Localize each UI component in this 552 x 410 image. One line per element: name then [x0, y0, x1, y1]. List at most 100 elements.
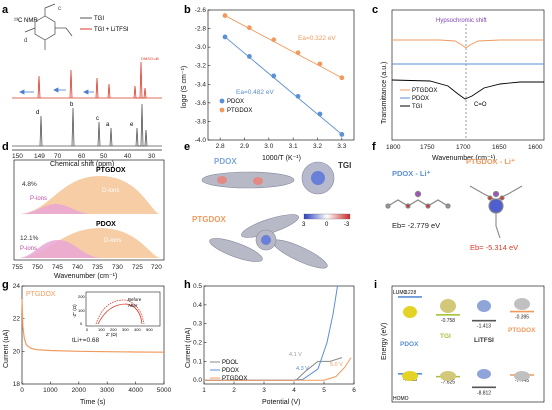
xlabel-d: Wavenumber (cm⁻¹)	[54, 273, 117, 280]
homo-value-tgi: -7.625	[441, 380, 455, 386]
legend-ptgdox-c: PTGDOX	[412, 88, 437, 94]
xtick-d-6: 725	[132, 264, 143, 271]
g-xtick-label-4: 4000	[128, 387, 143, 394]
p-ions-peak-bottom	[20, 240, 100, 258]
p-ions-peak-top	[20, 204, 90, 214]
lumo-value-pdox: 1.228	[404, 290, 417, 296]
point-ptgdox-1	[246, 25, 252, 31]
xtick-d-1: 750	[32, 264, 43, 271]
peak-label-e: e	[130, 122, 134, 128]
xtick-c-4: 1600	[528, 144, 543, 151]
inset-legend-after: After	[128, 303, 138, 308]
solvent-label: DMSO-d6	[141, 56, 160, 61]
b-xtick-label-4: 3.2	[313, 143, 322, 150]
lsv-curve-ptgdox	[204, 357, 352, 381]
inset-ylabel: -Z'' (Ω)	[72, 304, 77, 318]
onset-pdol: 4.1 V	[289, 352, 302, 358]
label-ptgdox-li: PTGDOX - Li⁺	[466, 157, 515, 166]
peak-tag-d-mol: d	[24, 38, 27, 44]
xticks-g: 0 1000 2000 3000 4000 5000	[20, 381, 172, 394]
lsv-curve-pdox	[204, 285, 338, 381]
xtick-a-1: 149	[34, 153, 45, 160]
legend-ptgdox-h: PTGDOX	[222, 376, 247, 382]
b-ytick-label-5: -3.0	[195, 44, 207, 51]
inset-xtick-1: 100	[98, 327, 105, 332]
annotation-hypsochromic: Hypsochromic shift	[436, 18, 487, 24]
cat-label-pdox: PDOX	[400, 341, 419, 348]
cat-label-ptgdox: PTGDOX	[508, 327, 536, 334]
d-ions-label-bottom: D-ions	[104, 238, 121, 244]
label-pdox-e: PDOX	[214, 157, 237, 166]
panel-c: c Hypsochromic shift C=O PTGDOX PDOX TGI…	[372, 4, 545, 162]
xlabel-a: Chemical shift (ppm)	[50, 161, 114, 168]
xtick-a-2: 70	[54, 153, 62, 160]
ylabel-c: Transmittance (a.u.)	[381, 62, 388, 124]
b-ytick-label-2: -3.6	[195, 100, 207, 107]
inset-ytick-1: 100	[78, 308, 85, 313]
label-pdox-li: PDOX - Li⁺	[392, 169, 431, 178]
plot-frame-h	[203, 285, 355, 385]
h-ytick-label-4: 0.4	[193, 302, 202, 309]
b-xtick-label-1: 2.9	[240, 143, 249, 150]
xtick-c-3: 1650	[492, 144, 507, 151]
panel-letter-e: e	[184, 141, 190, 153]
fit-line-pdox	[224, 36, 343, 135]
peak-label-c: c	[96, 116, 99, 122]
g-ytick-label-2: 22	[13, 316, 21, 323]
inset-xlabel: Z' (Ω)	[106, 332, 118, 337]
xticks-b: 2.8 2.9 3.0 3.1 3.2 3.3	[216, 137, 347, 150]
esp-region-pdox-1	[217, 176, 227, 184]
lumo-value-tgi: -0.758	[441, 318, 455, 324]
inset-xtick-2: 200	[110, 327, 117, 332]
g-ytick-label-1: 20	[13, 348, 21, 355]
molecule-ptgdox-li	[469, 185, 523, 239]
inset-ytick-2: 200	[78, 294, 85, 299]
legend-pdox-c: PDOX	[412, 96, 429, 102]
homo-value-ptgdox: -7.445	[515, 378, 529, 384]
xtick-c-2: 1700	[456, 144, 471, 151]
legend-pdox-h: PDOX	[222, 368, 239, 374]
h-xtick-label-0: 1	[202, 387, 206, 394]
orbital-blobs	[402, 298, 530, 381]
b-xtick-label-5: 3.3	[337, 143, 346, 150]
cat-label-litfsi: LiTFSI	[474, 337, 494, 344]
xtick-c-1: 1750	[420, 144, 435, 151]
legend-ptgdox-b: PTGDOX	[227, 108, 252, 114]
h-xtick-label-5: 6	[352, 387, 356, 394]
esp-surface-pdox	[201, 171, 295, 189]
h-ytick-label-5: 0.5	[193, 283, 202, 290]
orbital-homo-litfsi	[477, 369, 491, 379]
b-ytick-label-1: -3.8	[195, 118, 207, 125]
legend-tgi: TGI	[94, 16, 104, 22]
colorbar-tick-2: -3	[344, 222, 350, 228]
legend-pdol-h: PDOL	[222, 360, 239, 366]
esp-core-tgi	[311, 171, 325, 185]
inset-curve-before	[95, 299, 145, 325]
point-pdox-1	[246, 54, 252, 59]
b-xtick-label-3: 3.1	[289, 143, 298, 150]
panel-f: f PDOX - Li⁺ PTGDOX - Li⁺ Eb= -2.779 eV …	[372, 141, 523, 252]
xtick-a-5: 40	[124, 153, 132, 160]
title-top-d: PTGDOX	[96, 167, 126, 174]
xtick-a-4: 50	[100, 153, 108, 160]
panel-b: b -4.0-3.8-3.6-3.4-3.2-3.0-2.8-2.6 2.8 2.…	[181, 4, 355, 162]
legend-tgi-c: TGI	[412, 104, 422, 110]
xtick-d-2: 745	[52, 264, 63, 271]
xticks-h: 1 2 3 4 5 6	[202, 381, 356, 394]
point-ptgdox-0	[222, 13, 228, 18]
g-xtick-label-2: 2000	[72, 387, 87, 394]
b-xtick-label-2: 3.0	[264, 143, 273, 150]
b-xtick-label-0: 2.8	[216, 143, 225, 150]
peak-label-a: a	[106, 122, 110, 128]
h-ytick-label-1: 0.1	[193, 358, 202, 365]
xtick-d-7: 720	[151, 264, 162, 271]
curve-ptgdox-c	[392, 39, 544, 49]
p-ions-label-bottom: P-ions	[20, 246, 37, 252]
cat-label-tgi: TGI	[440, 333, 451, 340]
xlabel-c: Wavenumber (cm⁻¹)	[432, 155, 495, 162]
xtick-c-0: 1800	[386, 144, 401, 151]
panel-letter-g: g	[2, 279, 9, 291]
title-bottom-d: PDOX	[96, 221, 116, 228]
series-g	[21, 299, 165, 353]
